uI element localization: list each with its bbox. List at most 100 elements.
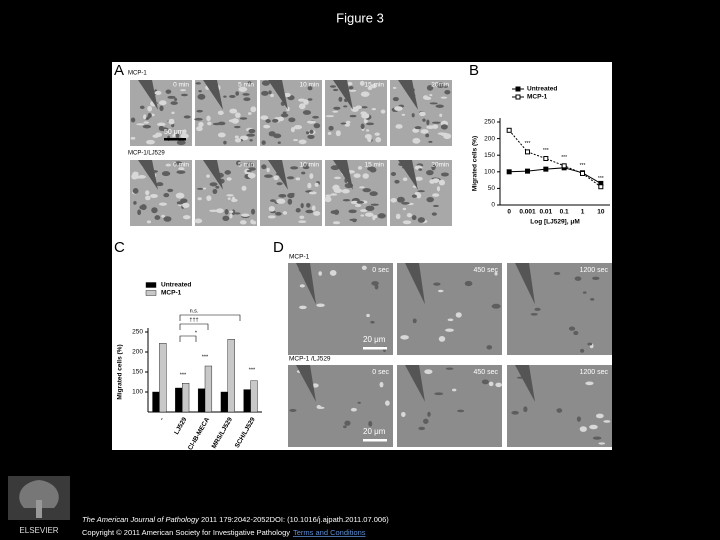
cell: [311, 205, 316, 211]
cell: [234, 138, 242, 143]
terms-link[interactable]: Terms and Conditions: [293, 528, 366, 537]
bar: [227, 339, 235, 413]
cell: [195, 82, 201, 85]
scale-bar: [363, 347, 387, 350]
cell: [582, 291, 587, 294]
cell: [418, 426, 426, 431]
cell: [163, 216, 172, 222]
cell: [318, 271, 322, 276]
cell: [180, 89, 187, 92]
cell: [392, 97, 399, 102]
cell: [206, 115, 211, 122]
legend-label: Untreated: [527, 86, 557, 93]
cell: [215, 185, 220, 189]
cell: [491, 303, 501, 309]
cell: [261, 140, 266, 145]
cell: [443, 85, 448, 88]
y-tick-label: 100: [132, 389, 143, 396]
cell: [359, 186, 365, 189]
time-label: 450 sec: [473, 267, 498, 274]
y-axis-label: Migrated cells (%): [117, 344, 124, 399]
cell: [374, 132, 380, 136]
cell: [290, 126, 295, 133]
cell: [436, 82, 445, 88]
cell: [235, 112, 241, 118]
cell: [595, 413, 604, 419]
cell: [229, 210, 234, 213]
cell: [361, 113, 370, 119]
cell: [143, 121, 149, 124]
cell: [438, 336, 446, 342]
cell: [317, 406, 325, 409]
cell: [165, 89, 172, 94]
cell: [132, 174, 139, 180]
cell: [298, 98, 306, 102]
series-line: [509, 167, 602, 184]
cell: [305, 209, 314, 214]
cell: [580, 348, 585, 353]
scale-label: 50 μm: [164, 129, 184, 136]
annotation: ***: [249, 367, 256, 373]
cell: [312, 115, 319, 119]
x-tick-label: -: [158, 416, 165, 421]
legend-marker: [515, 86, 521, 92]
cell: [481, 379, 489, 385]
cell: [236, 160, 242, 166]
series-line: [508, 129, 602, 188]
cell: [154, 90, 162, 96]
publisher-logo: [8, 476, 70, 520]
cell: [385, 400, 390, 406]
cell: [276, 182, 283, 186]
legend-swatch: [145, 282, 157, 288]
cell: [309, 129, 314, 134]
cell: [455, 312, 462, 318]
cell: [307, 85, 313, 91]
point: [506, 127, 512, 133]
cell: [343, 105, 348, 108]
cell: [360, 106, 368, 109]
cell: [238, 87, 248, 92]
cell: [335, 130, 341, 137]
time-label: 1200 sec: [580, 267, 609, 274]
cell: [226, 194, 234, 197]
cell: [371, 281, 379, 286]
cell: [324, 196, 332, 203]
bracket: [179, 335, 197, 342]
cell: [406, 213, 412, 218]
x-tick-label: 10: [597, 209, 605, 216]
cell: [425, 133, 430, 138]
pipette: [398, 80, 418, 110]
cell: [152, 134, 159, 138]
cell: [367, 136, 372, 143]
cell: [592, 436, 602, 440]
cell: [553, 271, 561, 275]
time-label: 0 sec: [372, 267, 389, 274]
row-label: MCP-1 /LJ529: [289, 356, 331, 363]
cell: [197, 93, 206, 100]
cell: [585, 381, 594, 386]
cell: [289, 408, 297, 412]
cell: [212, 188, 218, 195]
journal: The American Journal of Pathology: [82, 515, 200, 524]
cell: [247, 81, 252, 85]
pipette: [203, 80, 223, 110]
y-tick-label: 150: [484, 152, 495, 159]
cell: [341, 189, 350, 194]
cell: [227, 197, 231, 200]
time-label: 5 min: [238, 82, 254, 89]
bar: [159, 343, 167, 413]
cell: [422, 95, 429, 100]
cell: [272, 118, 279, 123]
cell: [145, 139, 155, 145]
micrograph: [507, 365, 612, 447]
cell: [427, 411, 431, 417]
scale-label: 20 μm: [363, 427, 386, 436]
pipette: [268, 160, 288, 190]
cell: [380, 109, 386, 114]
cell: [223, 95, 227, 98]
legend-label: MCP-1: [527, 94, 548, 101]
pipette: [333, 80, 353, 110]
cell: [180, 133, 189, 139]
cell: [435, 104, 444, 108]
cell: [428, 140, 433, 143]
